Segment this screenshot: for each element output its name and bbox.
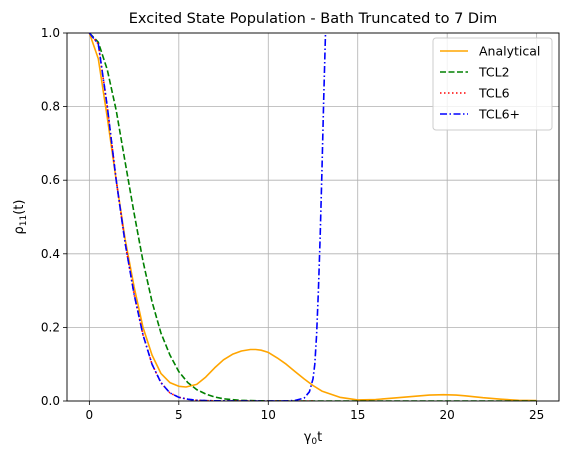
y-tick-label: 0.4 xyxy=(41,247,60,261)
x-tick-label: 10 xyxy=(261,408,276,422)
legend-label: TCL2 xyxy=(478,65,510,80)
y-tick-label: 0.8 xyxy=(41,100,60,114)
x-tick-label: 0 xyxy=(86,408,94,422)
legend-label: Analytical xyxy=(479,44,540,59)
y-tick-label: 1.0 xyxy=(41,26,60,40)
y-tick-label: 0.6 xyxy=(41,173,60,187)
legend-label: TCL6 xyxy=(478,86,510,101)
x-axis-label-var: t xyxy=(317,430,322,445)
x-tick-label: 25 xyxy=(529,408,544,422)
x-tick-label: 15 xyxy=(350,408,365,422)
y-tick-label: 0.2 xyxy=(41,320,60,334)
x-axis-label: γ0t xyxy=(304,430,323,447)
x-axis: 0 5 10 15 20 25 xyxy=(86,401,544,422)
x-axis-label-subscript: 0 xyxy=(311,437,317,447)
legend-box xyxy=(432,37,553,131)
x-tick-label: 5 xyxy=(175,408,183,422)
y-tick-label: 0.0 xyxy=(41,394,60,408)
plot-frame xyxy=(66,32,560,402)
legend-label: TCL6+ xyxy=(478,107,520,122)
series-line-analytical xyxy=(88,33,537,401)
series-line-tcl2 xyxy=(88,33,537,401)
y-axis-label-subscript: 11 xyxy=(19,215,29,226)
y-axis-label-var: (t) xyxy=(12,200,27,215)
y-axis: 0.0 0.2 0.4 0.6 0.8 1.0 xyxy=(41,26,67,408)
chart-title: Excited State Population - Bath Truncate… xyxy=(129,11,498,27)
legend: Analytical TCL2 TCL6 TCL6+ xyxy=(432,37,553,131)
x-tick-label: 20 xyxy=(440,408,455,422)
